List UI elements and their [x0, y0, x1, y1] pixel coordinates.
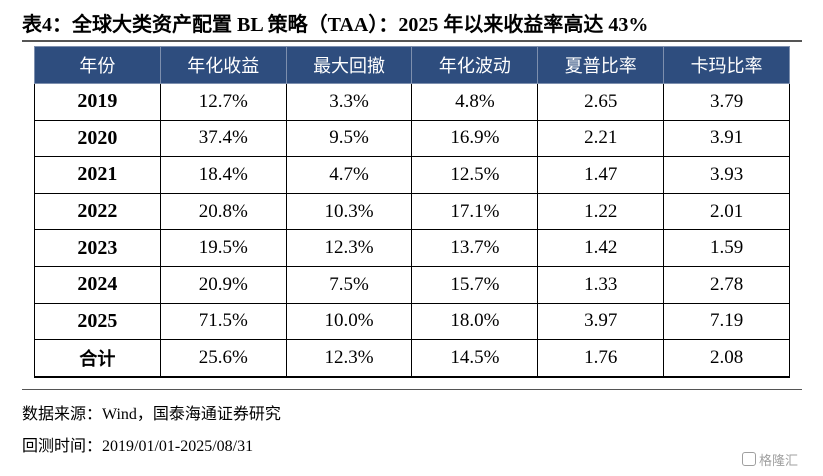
cell-calmar-ratio: 1.59 — [663, 229, 790, 267]
cell-year: 合计 — [34, 339, 161, 378]
cell-annual-volatility: 16.9% — [411, 119, 539, 158]
cell-calmar-ratio: 2.78 — [663, 265, 790, 304]
header-year: 年份 — [34, 46, 161, 84]
cell-annual-return: 20.9% — [159, 265, 287, 304]
cell-max-drawdown: 10.3% — [285, 192, 413, 231]
cell-calmar-ratio: 3.91 — [663, 119, 790, 158]
header-annual-return: 年化收益 — [159, 46, 287, 84]
table-title: 表4：全球大类资产配置 BL 策略（TAA）：2025 年以来收益率高达 43% — [22, 14, 649, 36]
cell-year: 2020 — [34, 119, 161, 158]
cell-year: 2024 — [34, 265, 161, 304]
cell-year: 2021 — [34, 156, 161, 194]
cell-year: 2023 — [34, 229, 161, 267]
source-note: 数据来源：Wind，国泰海通证券研究 — [22, 406, 281, 423]
cell-max-drawdown: 4.7% — [285, 156, 413, 194]
cell-annual-volatility: 14.5% — [411, 339, 539, 378]
cell-sharpe-ratio: 3.97 — [537, 302, 665, 341]
cell-annual-return: 37.4% — [159, 119, 287, 158]
table-row: 2021 18.4% 4.7% 12.5% 1.47 3.93 — [34, 156, 790, 194]
watermark-text: 格隆汇 — [759, 453, 799, 469]
footer-divider — [22, 389, 802, 390]
cell-annual-return: 18.4% — [159, 156, 287, 194]
cell-sharpe-ratio: 1.22 — [537, 192, 665, 231]
cell-annual-volatility: 17.1% — [411, 192, 539, 231]
table-row-total: 合计 25.6% 12.3% 14.5% 1.76 2.08 — [34, 339, 790, 378]
cell-sharpe-ratio: 1.42 — [537, 229, 665, 267]
cell-annual-volatility: 15.7% — [411, 265, 539, 304]
header-max-drawdown: 最大回撤 — [285, 46, 413, 84]
cell-annual-volatility: 4.8% — [411, 83, 539, 121]
cell-year: 2019 — [34, 83, 161, 121]
cell-annual-volatility: 12.5% — [411, 156, 539, 194]
header-annual-volatility: 年化波动 — [411, 46, 539, 84]
backtest-period-note: 回测时间：2019/01/01-2025/08/31 — [22, 438, 254, 455]
cell-calmar-ratio: 2.08 — [663, 339, 790, 378]
table-row: 2024 20.9% 7.5% 15.7% 1.33 2.78 — [34, 265, 790, 304]
table-row: 2023 19.5% 12.3% 13.7% 1.42 1.59 — [34, 229, 790, 267]
cell-sharpe-ratio: 2.65 — [537, 83, 665, 121]
cell-calmar-ratio: 3.79 — [663, 83, 790, 121]
title-divider — [22, 40, 802, 42]
cell-annual-return: 19.5% — [159, 229, 287, 267]
cell-calmar-ratio: 7.19 — [663, 302, 790, 341]
cell-annual-return: 25.6% — [159, 339, 287, 378]
cell-sharpe-ratio: 1.76 — [537, 339, 665, 378]
cell-annual-return: 12.7% — [159, 83, 287, 121]
cell-annual-volatility: 13.7% — [411, 229, 539, 267]
cell-annual-return: 20.8% — [159, 192, 287, 231]
table-row: 2020 37.4% 9.5% 16.9% 2.21 3.91 — [34, 119, 790, 158]
table-row: 2019 12.7% 3.3% 4.8% 2.65 3.79 — [34, 83, 790, 121]
cell-max-drawdown: 12.3% — [285, 229, 413, 267]
watermark-logo-icon — [742, 452, 756, 466]
header-calmar-ratio: 卡玛比率 — [663, 46, 790, 84]
backtest-table: 年份 年化收益 最大回撤 年化波动 夏普比率 卡玛比率 2019 12.7% 3… — [34, 46, 790, 378]
cell-sharpe-ratio: 2.21 — [537, 119, 665, 158]
cell-calmar-ratio: 3.93 — [663, 156, 790, 194]
table-row: 2022 20.8% 10.3% 17.1% 1.22 2.01 — [34, 192, 790, 231]
cell-max-drawdown: 9.5% — [285, 119, 413, 158]
cell-sharpe-ratio: 1.47 — [537, 156, 665, 194]
header-sharpe-ratio: 夏普比率 — [537, 46, 665, 84]
watermark: 格隆汇 — [742, 449, 798, 469]
cell-max-drawdown: 10.0% — [285, 302, 413, 341]
table-header-row: 年份 年化收益 最大回撤 年化波动 夏普比率 卡玛比率 — [34, 46, 790, 84]
cell-max-drawdown: 7.5% — [285, 265, 413, 304]
cell-annual-volatility: 18.0% — [411, 302, 539, 341]
cell-year: 2025 — [34, 302, 161, 341]
cell-annual-return: 71.5% — [159, 302, 287, 341]
cell-calmar-ratio: 2.01 — [663, 192, 790, 231]
table-row: 2025 71.5% 10.0% 18.0% 3.97 7.19 — [34, 302, 790, 341]
cell-max-drawdown: 3.3% — [285, 83, 413, 121]
cell-sharpe-ratio: 1.33 — [537, 265, 665, 304]
cell-year: 2022 — [34, 192, 161, 231]
cell-max-drawdown: 12.3% — [285, 339, 413, 378]
